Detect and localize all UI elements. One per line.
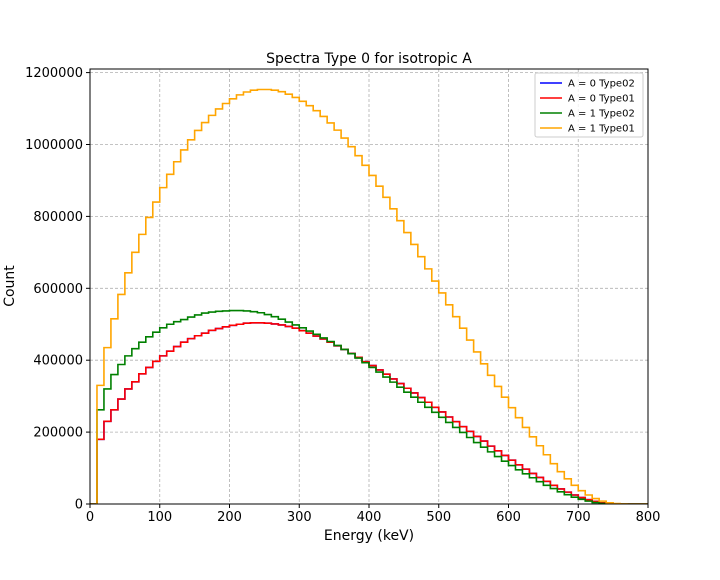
legend-label-a-1-type01: A = 1 Type01 [568, 124, 635, 135]
y-tick-label: 1200000 [25, 66, 83, 81]
x-axis-label: Energy (keV) [324, 528, 414, 544]
x-tick-label: 700 [566, 510, 591, 525]
x-tick-label: 0 [86, 510, 94, 525]
y-tick-label: 600000 [33, 282, 83, 297]
series-line-a-1-type02 [90, 309, 648, 504]
y-tick-label: 200000 [33, 426, 83, 441]
y-tick-label: 0 [75, 498, 83, 513]
x-tick-label: 200 [217, 510, 242, 525]
y-tick-label: 800000 [33, 210, 83, 225]
y-tick-label: 1000000 [25, 138, 83, 153]
series-line-a-1-type01 [90, 88, 648, 504]
x-tick-label: 500 [426, 510, 451, 525]
chart-title: Spectra Type 0 for isotropic A [266, 51, 472, 67]
x-tick-label: 300 [287, 510, 312, 525]
x-tick-label: 800 [636, 510, 661, 525]
legend-entries: A = 0 Type02 A = 0 Type01 A = 1 Type02 A = … [540, 79, 635, 135]
x-tick-label: 600 [496, 510, 521, 525]
legend-box [534, 72, 644, 138]
legend-label-a-0-type02: A = 0 Type02 [568, 79, 635, 90]
legend-label-a-1-type02: A = 1 Type02 [568, 109, 635, 120]
x-tick-label: 400 [357, 510, 382, 525]
legend: A = 0 Type02 A = 0 Type01 A = 1 Type02 A = … [534, 72, 644, 138]
x-tick-label: 100 [147, 510, 172, 525]
plot-area [90, 88, 648, 504]
y-axis-label: Count [2, 265, 18, 307]
series-line-a-0-type01 [90, 322, 648, 504]
legend-label-a-0-type01: A = 0 Type01 [568, 94, 635, 105]
series-layer [90, 88, 648, 504]
tick-layer: 0 100 200 300 400 500 600 700 800 0 200000 400000 60… [25, 66, 660, 525]
y-tick-label: 400000 [33, 354, 83, 369]
